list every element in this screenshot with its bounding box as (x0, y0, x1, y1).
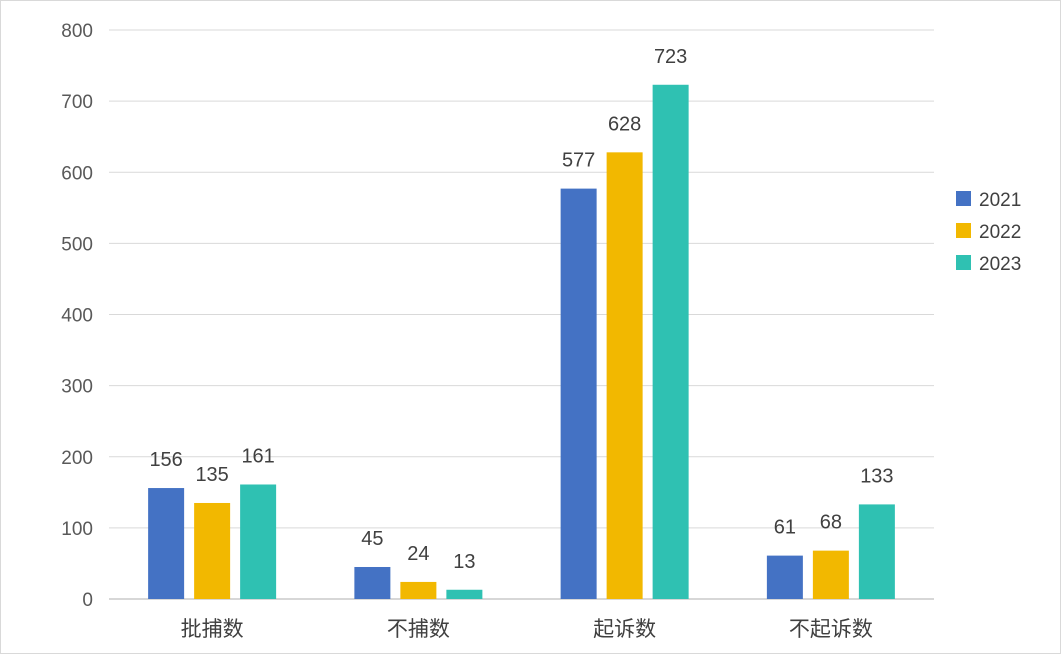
bar-2022-1 (400, 581, 437, 599)
data-label: 723 (654, 46, 687, 68)
gridlines (109, 29, 934, 600)
data-label: 61 (774, 517, 796, 539)
bar-2021-2 (560, 188, 597, 599)
y-tick-label: 600 (61, 163, 93, 184)
bar-2021-1 (354, 566, 391, 599)
data-label: 13 (453, 551, 475, 573)
x-category-label: 不捕数 (387, 617, 450, 641)
bar-2023-0 (240, 484, 277, 599)
y-tick-label: 400 (61, 306, 93, 327)
bar-2023-2 (652, 84, 689, 600)
legend-label: 2023 (979, 254, 1021, 275)
bar-2021-3 (766, 555, 803, 599)
data-label: 628 (608, 113, 641, 135)
y-tick-label: 300 (61, 377, 93, 398)
y-tick-label: 0 (82, 590, 93, 611)
legend-swatch (956, 255, 971, 270)
data-label: 133 (860, 465, 893, 487)
data-label: 577 (562, 150, 595, 172)
legend: 2021 2022 2023 (956, 190, 1021, 275)
legend-swatch (956, 191, 971, 206)
data-label: 135 (195, 464, 228, 486)
y-tick-label: 500 (61, 234, 93, 255)
bar-2023-1 (446, 589, 483, 599)
data-label: 161 (241, 445, 274, 467)
bar-2023-3 (858, 504, 895, 599)
bars (148, 84, 895, 600)
x-category-label: 批捕数 (181, 617, 244, 641)
bar-2022-0 (194, 502, 231, 599)
data-label: 68 (820, 512, 842, 534)
y-tick-label: 100 (61, 519, 93, 540)
y-tick-label: 700 (61, 92, 93, 113)
bar-2021-0 (148, 488, 185, 599)
x-category-label: 起诉数 (593, 617, 656, 641)
x-category-label: 不起诉数 (789, 617, 873, 641)
y-axis-tick-labels: 0 100 200 300 400 500 600 700 800 (61, 21, 93, 611)
x-axis-category-labels: 批捕数 不捕数 起诉数 不起诉数 (181, 617, 873, 641)
data-label: 24 (407, 543, 429, 565)
y-tick-label: 800 (61, 21, 93, 42)
bar-2022-2 (606, 152, 643, 599)
legend-swatch (956, 223, 971, 238)
y-tick-label: 200 (61, 448, 93, 469)
bar-2022-3 (812, 550, 849, 599)
data-label: 45 (361, 528, 383, 550)
legend-label: 2021 (979, 190, 1021, 211)
legend-label: 2022 (979, 222, 1021, 243)
data-labels: 156 135 161 45 24 13 577 628 723 61 68 133 (149, 46, 893, 573)
data-label: 156 (149, 449, 182, 471)
